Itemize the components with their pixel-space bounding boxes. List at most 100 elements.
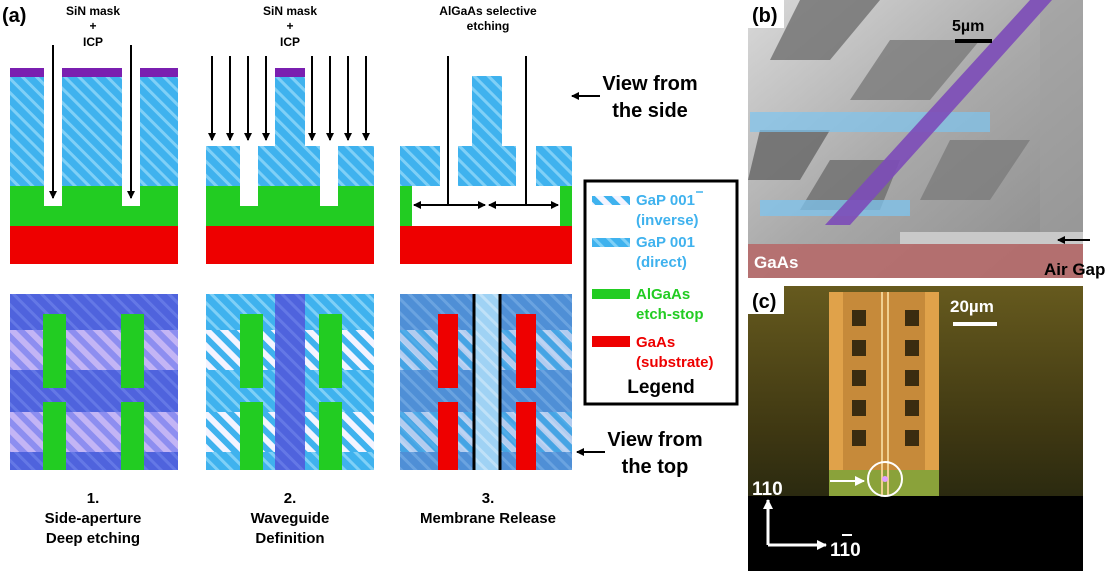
- sin-mask: [275, 68, 305, 77]
- step1-caption: 1. Side-aperture Deep etching: [45, 490, 142, 547]
- device-body: [829, 292, 939, 496]
- etched-pit: [748, 130, 830, 180]
- gap-side: [400, 146, 440, 186]
- step2-side-view: [206, 56, 374, 264]
- legend-sub-gaas: (substrate): [636, 354, 714, 371]
- view-side-line2: the side: [612, 100, 688, 122]
- etched-pit: [850, 40, 980, 100]
- step3-header-line2: etching: [467, 19, 510, 33]
- algaas-remnant: [560, 186, 572, 226]
- legend-label-gaas: GaAs: [636, 334, 675, 351]
- gap-side: [536, 146, 572, 186]
- gap-layer: [10, 76, 178, 186]
- panel-label-b-bg: [748, 0, 784, 28]
- step2-header: SiN mask + ICP: [263, 4, 317, 49]
- air-gap-label: Air Gap: [1044, 260, 1105, 279]
- panel-label-a: (a): [2, 5, 26, 27]
- panel-label-c-bg: [748, 286, 784, 314]
- etched-pit: [920, 140, 1030, 200]
- gaas-aperture: [438, 314, 458, 388]
- step2-number: 2.: [284, 490, 297, 507]
- gap-highlight: [760, 200, 910, 216]
- algaas-aperture: [240, 314, 263, 388]
- suspended-membrane: [474, 294, 500, 470]
- step1-header-line3: ICP: [83, 35, 103, 49]
- gaas-aperture: [438, 402, 458, 470]
- device-edge: [925, 292, 939, 496]
- gaas-aperture: [516, 314, 536, 388]
- legend-sub-algaas: etch-stop: [636, 306, 704, 323]
- sem-substrate-label: GaAs: [754, 253, 798, 272]
- trench: [320, 146, 338, 206]
- sin-waveguide: [825, 0, 1052, 225]
- gaas-substrate: [206, 226, 374, 264]
- step2-header-line3: ICP: [280, 35, 300, 49]
- optical-image: 20µm 110 110 (c): [748, 286, 1083, 571]
- gap-membrane: [458, 146, 516, 186]
- axis-x-label: 110: [830, 540, 861, 561]
- step3-header-line1: AlGaAs selective: [439, 4, 537, 18]
- legend-sub-inverse: (inverse): [636, 212, 699, 229]
- algaas-aperture: [121, 402, 144, 470]
- step1-header: SiN mask + ICP: [66, 4, 120, 49]
- waveguide-ridge: [275, 294, 305, 470]
- optical-dark-substrate: [748, 496, 1083, 571]
- inverse-band: [10, 330, 178, 370]
- etched-pit: [770, 0, 880, 60]
- step3-side-view: [400, 56, 572, 264]
- algaas-aperture: [121, 314, 144, 388]
- step1-header-line1: SiN mask: [66, 4, 120, 18]
- legend-label-algaas: AlGaAs: [636, 286, 690, 303]
- step1-line2: Deep etching: [46, 530, 140, 547]
- optical-scale-label: 20µm: [950, 297, 994, 316]
- emission-circle: [867, 461, 903, 497]
- view-top-line1: View from: [607, 429, 702, 451]
- legend-label-inverse: GaP 001: [636, 192, 695, 209]
- legend-title: Legend: [627, 377, 695, 398]
- gaas-substrate-sem: [748, 244, 1083, 278]
- legend-swatch-algaas: [592, 289, 630, 299]
- step3-header: AlGaAs selective etching: [439, 4, 537, 33]
- step3-line1: Membrane Release: [420, 510, 556, 527]
- legend-swatch-direct: [592, 238, 630, 247]
- air-gap-region: [900, 232, 1083, 244]
- step1-header-line2: +: [89, 19, 96, 33]
- sin-mask: [10, 68, 44, 77]
- aperture-grid: [852, 310, 919, 446]
- gaas-aperture: [516, 402, 536, 470]
- sem-image: GaAs 5µm (b): [748, 0, 1083, 278]
- step2-header-line2: +: [286, 19, 293, 33]
- step2-caption: 2. Waveguide Definition: [251, 490, 330, 547]
- sem-background-wide: [1040, 0, 1083, 278]
- trench: [240, 146, 258, 206]
- algaas-aperture: [319, 402, 342, 470]
- legend-sub-direct: (direct): [636, 254, 687, 271]
- step3-top-view: [400, 294, 572, 470]
- view-side-label: View from the side: [571, 73, 698, 122]
- gap-ridge: [472, 76, 502, 146]
- step1-top-view: [10, 294, 178, 470]
- step2-header-line1: SiN mask: [263, 4, 317, 18]
- panel-label-b: (b): [752, 5, 778, 27]
- algaas-aperture: [240, 402, 263, 470]
- step1-line1: Side-aperture: [45, 510, 142, 527]
- inverse-band: [10, 412, 178, 452]
- algaas-aperture: [43, 402, 66, 470]
- legend-swatch-gaas: [592, 336, 630, 347]
- algaas-remnant: [400, 186, 412, 226]
- algaas-layer: [206, 186, 374, 226]
- gap-layer: [206, 146, 374, 186]
- algaas-aperture: [43, 314, 66, 388]
- panel-label-c: (c): [752, 291, 776, 313]
- algaas-layer: [10, 186, 178, 226]
- gaas-substrate: [400, 226, 572, 264]
- algaas-aperture: [319, 314, 342, 388]
- step3-number: 3.: [482, 490, 495, 507]
- view-side-line1: View from: [602, 73, 697, 95]
- legend-swatch-inverse: [592, 196, 630, 205]
- gap-highlight: [750, 112, 990, 132]
- emission-spot: [882, 476, 888, 482]
- step2-top-view: [206, 294, 374, 470]
- step1-number: 1.: [87, 490, 100, 507]
- sin-mask: [62, 68, 122, 77]
